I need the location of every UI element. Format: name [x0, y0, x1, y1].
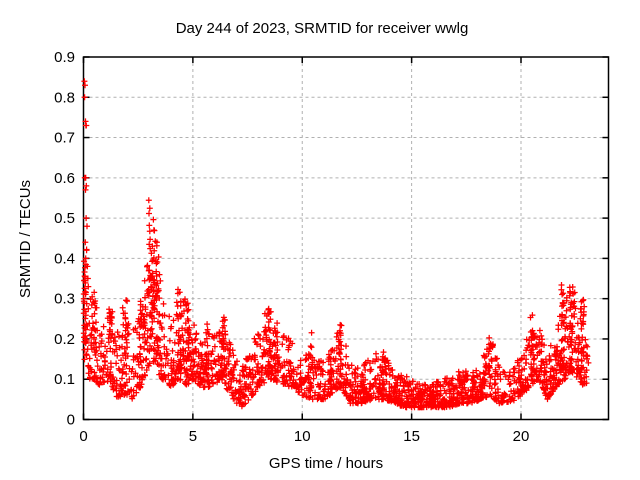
x-tick-label: 0 — [79, 428, 87, 445]
y-tick-label: 0.6 — [54, 170, 75, 187]
x-tick-labels: 0 5 10 15 20 — [79, 428, 529, 445]
y-axis-label: SRMTID / TECUs — [17, 180, 34, 298]
y-tick-label: 0.2 — [54, 331, 75, 348]
y-tick-label: 0.5 — [54, 210, 75, 227]
y-tick-label: 0.3 — [54, 291, 75, 308]
y-tick-labels: 0 0.1 0.2 0.3 0.4 0.5 0.6 0.7 0.8 0.9 — [54, 49, 75, 429]
y-tick-label: 0.4 — [54, 250, 75, 267]
x-axis-label: GPS time / hours — [269, 455, 383, 472]
y-tick-label: 0 — [67, 412, 75, 429]
y-tick-label: 0.9 — [54, 49, 75, 66]
plot-frame — [82, 56, 610, 421]
axis-ticks — [82, 56, 609, 421]
y-tick-label: 0.8 — [54, 89, 75, 106]
x-tick-label: 20 — [513, 428, 530, 445]
y-tick-label: 0.7 — [54, 130, 75, 147]
x-tick-label: 5 — [189, 428, 197, 445]
x-tick-label: 15 — [403, 428, 420, 445]
data-points — [80, 78, 592, 411]
y-tick-label: 0.1 — [54, 371, 75, 388]
chart-title: Day 244 of 2023, SRMTID for receiver wwl… — [176, 20, 469, 37]
x-tick-label: 10 — [294, 428, 311, 445]
